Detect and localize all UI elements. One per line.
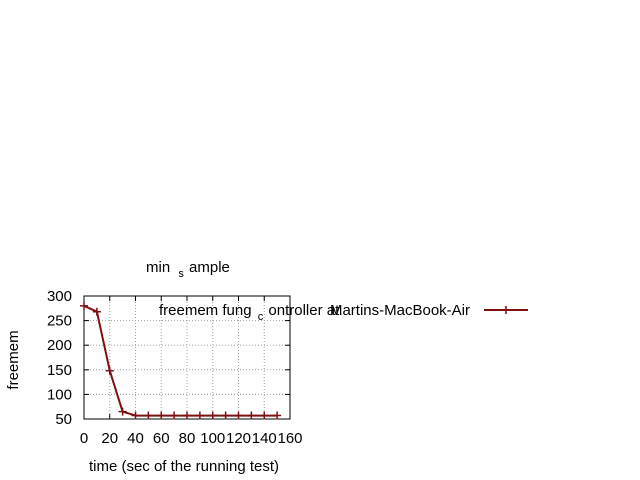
data-point-marker [195, 411, 204, 420]
data-point-marker [157, 411, 166, 420]
y-tick-label: 250 [47, 313, 72, 330]
grid-lines [84, 296, 290, 419]
legend-sub: c [258, 311, 264, 323]
data-point-marker [247, 411, 256, 420]
y-tick-label: 300 [47, 288, 72, 305]
chart-title-part2: ample [189, 259, 230, 276]
legend-part2: ontroller at [268, 302, 340, 319]
y-tick-label: 50 [55, 411, 72, 428]
x-tick-label: 0 [80, 430, 88, 447]
x-tick-label: 20 [101, 430, 118, 447]
chart-title-part1: min [146, 259, 170, 276]
legend-part1: freemem fung [159, 302, 252, 319]
data-point-marker [234, 411, 243, 420]
y-tick-label: 100 [47, 386, 72, 403]
x-tick-label: 100 [200, 430, 225, 447]
legend-host: Martins-MacBook-Air [330, 302, 470, 319]
x-tick-label: 120 [226, 430, 251, 447]
legend-entry-text: freemem fung c ontroller at [159, 302, 340, 324]
x-tick-label: 160 [277, 430, 302, 447]
data-point-marker [131, 411, 140, 420]
data-point-marker [273, 411, 282, 420]
y-tick-label: 150 [47, 362, 72, 379]
series-layer [80, 301, 282, 420]
x-tick-label: 140 [252, 430, 277, 447]
x-tick-label: 80 [179, 430, 196, 447]
y-axis-label: freemem [5, 330, 22, 389]
series-line [83, 304, 278, 417]
x-tick-label: 40 [127, 430, 144, 447]
data-point-marker [92, 307, 101, 316]
data-point-marker [260, 411, 269, 420]
data-point-marker [118, 407, 127, 416]
data-point-marker [105, 366, 114, 375]
legend: freemem fung c ontroller at Martins-MacB… [159, 302, 528, 324]
chart-title: min s ample [146, 259, 230, 281]
data-point-marker [170, 411, 179, 420]
chart-title-sub: s [178, 268, 184, 280]
data-point-marker [80, 301, 88, 310]
x-axis-label: time (sec of the running test) [89, 458, 279, 475]
data-point-marker [221, 411, 230, 420]
x-tick-label: 60 [153, 430, 170, 447]
y-tick-label: 200 [47, 337, 72, 354]
data-point-marker [183, 411, 191, 420]
legend-marker [502, 306, 510, 314]
data-point-marker [144, 411, 153, 420]
data-point-marker [208, 411, 217, 420]
